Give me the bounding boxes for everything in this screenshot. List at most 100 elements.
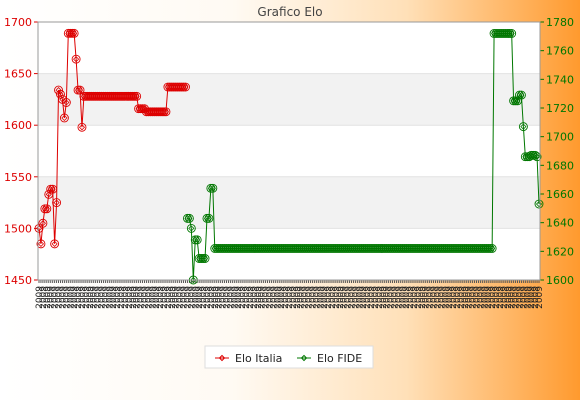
x-tick-label: 2009 (113, 286, 123, 309)
data-point-diamond (381, 245, 388, 252)
data-point-diamond (133, 93, 140, 100)
data-point (204, 213, 214, 223)
data-point-diamond (98, 93, 105, 100)
data-point-diamond (74, 87, 82, 94)
data-point-diamond (252, 245, 259, 252)
data-point-diamond (299, 245, 306, 252)
data-point-diamond (366, 245, 373, 252)
data-point-diamond (516, 92, 523, 99)
data-point-diamond (457, 245, 464, 252)
data-point-diamond (162, 108, 170, 115)
data-point-diamond (80, 93, 87, 100)
data-point-diamond (246, 245, 254, 252)
x-tick-label: 2009 (172, 286, 182, 309)
data-point-diamond (346, 245, 353, 252)
x-tick-label: 2009 (398, 286, 408, 309)
data-point-diamond (96, 93, 103, 100)
data-point-diamond (65, 30, 72, 37)
x-tick-label: 2009 (199, 286, 209, 309)
data-point-diamond (455, 245, 462, 252)
data-point-diamond (223, 245, 230, 252)
data-point-diamond (205, 215, 212, 222)
data-point-diamond (520, 123, 527, 130)
x-tick-label: 2009 (316, 286, 326, 309)
x-tick-label: 2009 (289, 286, 299, 309)
x-tick-label: 2009 (176, 286, 186, 309)
data-point-diamond (153, 108, 160, 115)
legend-label: Elo Italia (235, 352, 282, 365)
x-tick-label: 2009 (105, 286, 115, 309)
x-tick-label: 2009 (430, 286, 440, 309)
data-point (71, 54, 81, 64)
data-point-diamond (84, 93, 91, 100)
x-tick-label: 2009 (484, 286, 494, 309)
data-point-diamond (213, 245, 220, 252)
data-point-marker (59, 113, 69, 123)
data-point (61, 98, 71, 107)
y-right-tick-label: 1720 (546, 102, 574, 115)
x-tick-label: 2009 (437, 286, 447, 309)
x-tick-label: 2009 (515, 286, 525, 309)
data-point-diamond (307, 245, 314, 252)
data-point-diamond (119, 93, 127, 100)
x-tick-label: 2009 (101, 286, 111, 309)
x-tick-label: 2009 (476, 286, 486, 309)
data-point-diamond (371, 245, 379, 252)
data-point-marker (532, 152, 542, 162)
y-left-tick-label: 1550 (4, 171, 32, 184)
y-left-tick-label: 1500 (4, 222, 32, 235)
data-point (487, 244, 497, 253)
data-point-marker (50, 239, 60, 249)
data-point-diamond (117, 93, 125, 100)
data-point-marker (530, 150, 540, 160)
x-tick-label: 2009 (508, 286, 518, 309)
data-point-diamond (408, 245, 416, 252)
data-point-diamond (192, 236, 199, 243)
data-point-diamond (233, 245, 240, 252)
plot-area (38, 22, 540, 280)
data-point (59, 113, 69, 123)
x-tick-label: 2009 (445, 286, 455, 309)
x-tick-label: 2009 (86, 286, 96, 309)
data-point-diamond (422, 245, 429, 252)
data-point-diamond (49, 186, 56, 193)
x-tick-label: 2009 (148, 286, 158, 309)
data-point-diamond (229, 245, 236, 252)
x-tick-label: 2009 (308, 286, 318, 309)
x-tick-label: 2009 (457, 286, 467, 309)
data-point-diamond (116, 93, 123, 100)
data-point-diamond (219, 245, 226, 252)
data-point-diamond (94, 93, 101, 100)
x-tick-label: 2009 (160, 286, 170, 309)
data-point-diamond (301, 245, 308, 252)
data-point-diamond (362, 245, 369, 252)
x-tick-label: 2009 (43, 286, 53, 309)
data-point-diamond (63, 99, 70, 106)
data-point-diamond (90, 93, 97, 100)
data-point (208, 183, 218, 193)
x-tick-label: 2009 (488, 286, 498, 309)
data-point-diamond (147, 108, 154, 115)
data-point-diamond (209, 185, 216, 192)
data-point-diamond (145, 108, 152, 115)
legend-marker (218, 354, 226, 362)
x-tick-label: 2009 (312, 286, 322, 309)
data-point-marker (487, 244, 497, 253)
data-point-diamond (403, 245, 410, 252)
data-point-diamond (242, 245, 250, 252)
x-tick-label: 2009 (473, 286, 483, 309)
x-tick-label: 2009 (125, 286, 135, 309)
data-point-diamond (112, 93, 119, 100)
data-point-diamond (188, 225, 195, 232)
data-point-diamond (295, 245, 302, 252)
data-point-diamond (268, 245, 275, 252)
data-point-diamond (244, 245, 252, 252)
data-point (38, 218, 48, 228)
data-point (186, 223, 196, 233)
legend[interactable]: Elo Italia Elo FIDE (204, 345, 374, 369)
data-point-diamond (465, 245, 472, 252)
data-point (132, 91, 142, 101)
x-tick-label: 2009 (98, 286, 108, 309)
data-point-diamond (186, 215, 193, 222)
